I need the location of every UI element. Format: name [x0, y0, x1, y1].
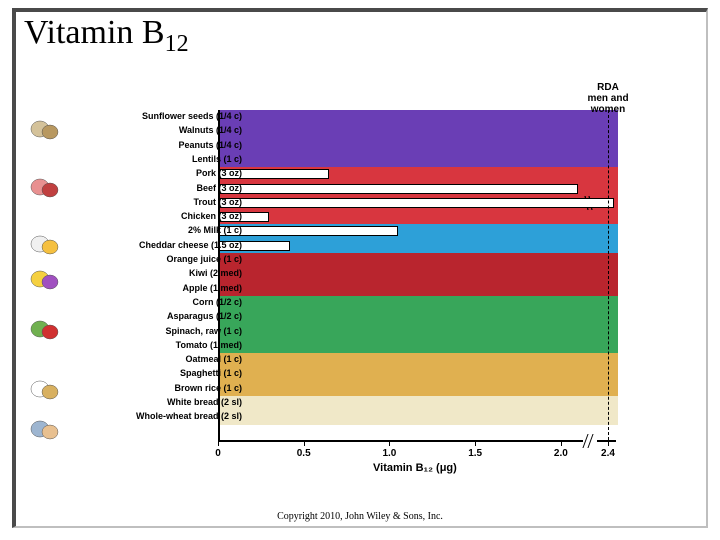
x-tick: [304, 440, 305, 446]
food-label: Cheddar cheese (1.5 oz): [82, 240, 242, 250]
food-label: Apple (1 med): [82, 283, 242, 293]
food-label: Peanuts (1/4 c): [82, 140, 242, 150]
food-label: Whole-wheat bread (2 sl): [82, 411, 242, 421]
x-tick: [475, 440, 476, 446]
food-label: Spaghetti (1 c): [82, 368, 242, 378]
x-tick-label: 1.5: [468, 448, 482, 459]
rda-line1: RDA: [597, 82, 619, 93]
food-label: Spinach, raw (1 c): [82, 326, 242, 336]
food-group-icon: [28, 116, 52, 136]
food-label: Orange juice (1 c): [82, 254, 242, 264]
title-main: Vitamin B: [24, 14, 165, 51]
x-tick-label: 2.0: [554, 448, 568, 459]
food-group-icon: [28, 316, 52, 336]
food-label: Trout (3 oz): [82, 197, 242, 207]
food-label: Chicken (3 oz): [82, 211, 242, 221]
x-axis-title: Vitamin B₁₂ (μg): [373, 462, 457, 474]
x-tick: [608, 440, 609, 446]
food-group-icon: [28, 266, 52, 286]
data-bar: [218, 184, 578, 194]
food-label: Pork (3 oz): [82, 168, 242, 178]
food-label: Walnuts (1/4 c): [82, 125, 242, 135]
food-label: Asparagus (1/2 c): [82, 311, 242, 321]
data-bar: [218, 198, 614, 208]
x-tick-label: 0.5: [297, 448, 311, 459]
copyright-text: Copyright 2010, John Wiley & Sons, Inc.: [0, 511, 720, 522]
data-bar: [218, 226, 398, 236]
food-label: Sunflower seeds (1/4 c): [82, 111, 242, 121]
food-label: Tomato (1 med): [82, 340, 242, 350]
x-tick: [561, 440, 562, 446]
food-label: Corn (1/2 c): [82, 297, 242, 307]
x-tick-label: 2.4: [601, 448, 615, 459]
vitamin-b12-chart: 00.51.01.52.02.4 RDA men and women Vitam…: [78, 86, 646, 466]
food-group-band: [218, 253, 618, 296]
axis-break: [583, 436, 597, 446]
food-group-icon: [28, 174, 52, 194]
rda-reference-line: [608, 110, 609, 440]
food-group-band: [218, 296, 618, 353]
title-sub: 12: [165, 31, 189, 57]
food-label: 2% Milk (1 c): [82, 225, 242, 235]
x-tick: [389, 440, 390, 446]
food-label: Kiwi (2 med): [82, 268, 242, 278]
food-group-icon: [28, 376, 52, 396]
x-tick: [218, 440, 219, 446]
x-tick-label: 1.0: [382, 448, 396, 459]
food-label: White bread (2 sl): [82, 397, 242, 407]
x-tick-label: 0: [215, 448, 221, 459]
food-group-icon: [28, 231, 52, 251]
page-title: Vitamin B12: [24, 14, 189, 58]
food-label: Brown rice (1 c): [82, 383, 242, 393]
food-group-band: [218, 353, 618, 396]
plot-area: [218, 110, 618, 440]
food-group-band: [218, 396, 618, 425]
x-axis: [218, 440, 616, 442]
food-label: Oatmeal (1 c): [82, 354, 242, 364]
food-label: Lentils (1 c): [82, 154, 242, 164]
food-group-icon: [28, 416, 52, 436]
food-group-band: [218, 110, 618, 167]
food-label: Beef (3 oz): [82, 183, 242, 193]
